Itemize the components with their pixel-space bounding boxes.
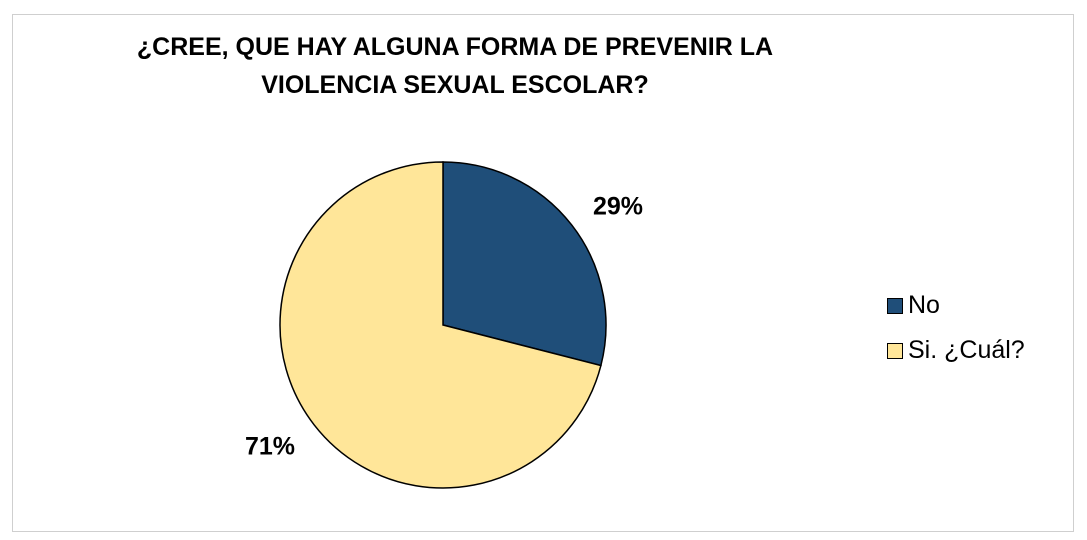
pie-slice-si <box>279 161 602 489</box>
legend-swatch-si <box>887 342 903 359</box>
legend-item-si: Si. ¿Cuál? <box>887 328 1025 373</box>
pie-slice-no <box>442 161 607 367</box>
legend-swatch-no <box>887 297 903 314</box>
data-label-no: 29% <box>593 193 643 221</box>
chart-title-line-1: ¿CREE, QUE HAY ALGUNA FORMA DE PREVENIR … <box>136 33 774 61</box>
chart-title-line-2: VIOLENCIA SEXUAL ESCOLAR? <box>261 71 649 99</box>
legend-label-no: No <box>908 291 940 319</box>
legend-item-no: No <box>887 283 1025 328</box>
legend: No Si. ¿Cuál? <box>887 283 1025 373</box>
legend-label-si: Si. ¿Cuál? <box>908 336 1025 364</box>
data-label-si: 71% <box>245 433 295 461</box>
